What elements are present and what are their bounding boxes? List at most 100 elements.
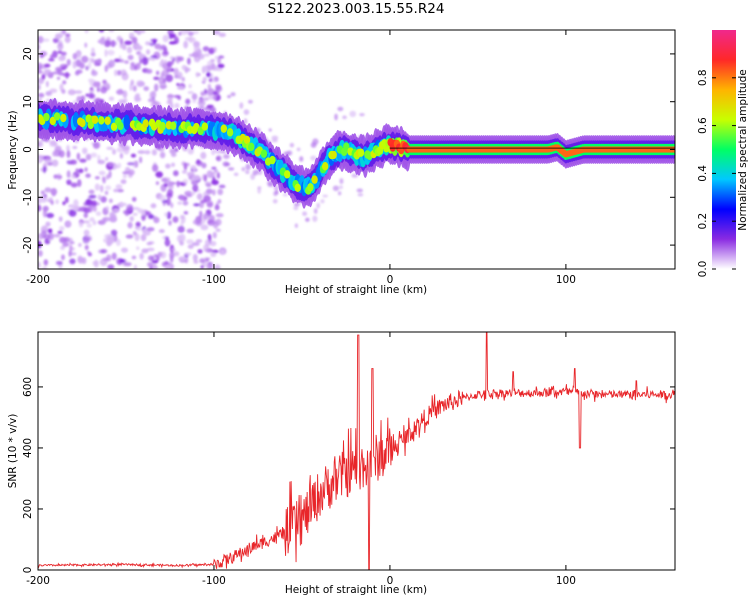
spectrogram-noise-speck bbox=[48, 58, 55, 62]
spectrogram-noise-speck bbox=[96, 86, 100, 93]
spectrogram-noise-speck bbox=[133, 30, 138, 33]
spectrogram-ridge-blob bbox=[123, 114, 130, 130]
spectrogram-noise-speck bbox=[92, 141, 101, 149]
spectrogram-noise-speck bbox=[203, 88, 208, 95]
spectrogram-noise-speck bbox=[115, 238, 121, 247]
spectrogram-noise-speck bbox=[65, 33, 71, 38]
spectrogram-noise-speck bbox=[159, 61, 163, 67]
spectrogram-noise-speck bbox=[85, 173, 91, 178]
colorbar: 0.0 0.2 0.4 0.6 0.8 Normalized spectral ampl… bbox=[697, 30, 749, 277]
spectrogram-noise-speck bbox=[84, 236, 93, 242]
spectrogram-noise-speck bbox=[186, 171, 195, 177]
spectrogram-noise-speck bbox=[310, 155, 317, 161]
spectrogram-noise-speck bbox=[153, 76, 160, 81]
spectrogram-noise-speck bbox=[38, 204, 42, 212]
spectrogram-noise-speck bbox=[177, 71, 183, 80]
spectrogram-noise-speck bbox=[45, 91, 52, 97]
spectrogram-noise-speck bbox=[155, 172, 163, 177]
spectrogram-noise-speck bbox=[150, 203, 157, 209]
spectrogram-noise-speck bbox=[181, 169, 188, 174]
spectrogram-ridge-blob bbox=[283, 170, 291, 179]
spectrogram-noise-speck bbox=[78, 221, 84, 228]
spectrogram-noise-speck bbox=[213, 169, 219, 173]
spectrogram-noise-speck bbox=[177, 201, 183, 205]
spectrogram-noise-speck bbox=[38, 70, 44, 74]
spectrogram-xlabel: Height of straight line (km) bbox=[285, 284, 427, 296]
spectrogram-noise-speck bbox=[134, 226, 140, 230]
spectrogram-xtick-label: -100 bbox=[202, 274, 226, 286]
spectrogram-noise-speck bbox=[293, 203, 301, 207]
spectrogram-noise-speck bbox=[172, 170, 179, 177]
spectrogram-noise-speck bbox=[60, 51, 67, 56]
spectrogram-noise-speck bbox=[65, 71, 69, 79]
spectrogram-noise-speck bbox=[215, 84, 222, 90]
spectrogram-noise-speck bbox=[146, 247, 155, 252]
spectrogram-noise-speck bbox=[217, 63, 225, 69]
snr-panel: -200 -100 0 100 0 200 400 600 Height of straigh… bbox=[7, 331, 676, 596]
spectrogram-noise-speck bbox=[77, 179, 82, 187]
spectrogram-noise-speck bbox=[124, 60, 129, 64]
snr-xtick-label: 0 bbox=[387, 575, 394, 587]
spectrogram-noise-speck bbox=[332, 185, 340, 192]
spectrogram-noise-speck bbox=[140, 30, 146, 34]
spectrogram-noise-speck bbox=[139, 59, 143, 64]
spectrogram-noise-speck bbox=[87, 92, 94, 99]
spectrogram-noise-speck bbox=[106, 146, 114, 150]
spectrogram-noise-speck bbox=[58, 175, 63, 179]
spectrogram-noise-speck bbox=[228, 167, 235, 171]
colorbar-tick-label: 0.6 bbox=[697, 117, 709, 134]
spectrogram-ridge-blob bbox=[110, 122, 118, 131]
spectrogram-noise-speck bbox=[38, 240, 42, 249]
spectrogram-noise-speck bbox=[203, 53, 210, 57]
spectrogram-noise-speck bbox=[239, 102, 244, 109]
spectrogram-noise-speck bbox=[76, 152, 81, 161]
spectrogram-noise-speck bbox=[151, 259, 159, 264]
spectrogram-noise-speck bbox=[141, 211, 146, 216]
spectrogram-noise-speck bbox=[202, 244, 210, 252]
spectrogram-noise-speck bbox=[136, 246, 140, 250]
snr-ytick-label: 400 bbox=[22, 438, 34, 458]
spectrogram-noise-speck bbox=[110, 229, 118, 236]
spectrogram-noise-speck bbox=[218, 184, 226, 189]
spectrogram-noise-speck bbox=[134, 94, 140, 102]
spectrogram-noise-speck bbox=[210, 106, 216, 114]
spectrogram-noise-speck bbox=[214, 204, 220, 211]
spectrogram-noise-speck bbox=[83, 212, 88, 219]
snr-ytick-label: 600 bbox=[22, 377, 34, 397]
spectrogram-noise-speck bbox=[164, 236, 170, 240]
spectrogram-noise-speck bbox=[184, 190, 193, 197]
spectrogram-noise-speck bbox=[64, 196, 69, 204]
spectrogram-noise-speck bbox=[100, 86, 108, 94]
spectrogram-ridge-blob bbox=[169, 121, 177, 130]
spectrogram-noise-speck bbox=[192, 165, 197, 172]
spectrogram-noise-speck bbox=[137, 208, 144, 214]
spectrogram-noise-speck bbox=[52, 37, 59, 44]
spectrogram-noise-speck bbox=[126, 46, 133, 54]
spectrogram-noise-speck bbox=[42, 38, 50, 42]
spectrogram-noise-speck bbox=[192, 184, 199, 193]
spectrogram-noise-speck bbox=[87, 252, 92, 257]
spectrogram-noise-speck bbox=[59, 226, 65, 231]
spectrogram-noise-speck bbox=[106, 62, 112, 69]
spectrogram-noise-speck bbox=[142, 228, 149, 236]
spectrogram-noise-speck bbox=[88, 57, 92, 63]
spectrogram-noise-speck bbox=[70, 159, 77, 165]
spectrogram-noise-speck bbox=[82, 147, 88, 155]
spectrogram-noise-speck bbox=[42, 166, 47, 174]
spectrogram-noise-speck bbox=[51, 159, 59, 167]
spectrogram-noise-speck bbox=[199, 210, 203, 219]
spectrogram-noise-speck bbox=[139, 252, 144, 260]
spectrogram-noise-speck bbox=[151, 164, 159, 172]
spectrogram-noise-speck bbox=[76, 53, 82, 60]
spectrogram-noise-speck bbox=[44, 157, 52, 164]
spectrogram-noise-speck bbox=[66, 144, 70, 152]
spectrogram-noise-speck bbox=[211, 166, 217, 170]
spectrogram-noise-speck bbox=[99, 37, 106, 45]
spectrogram-ridge-blob bbox=[248, 142, 255, 152]
spectrogram-noise-speck bbox=[64, 64, 68, 69]
spectrogram-ytick-label: 20 bbox=[22, 47, 34, 60]
spectrogram-noise-speck bbox=[215, 213, 224, 218]
spectrogram-noise-speck bbox=[202, 76, 208, 82]
snr-xlabel: Height of straight line (km) bbox=[285, 584, 427, 596]
